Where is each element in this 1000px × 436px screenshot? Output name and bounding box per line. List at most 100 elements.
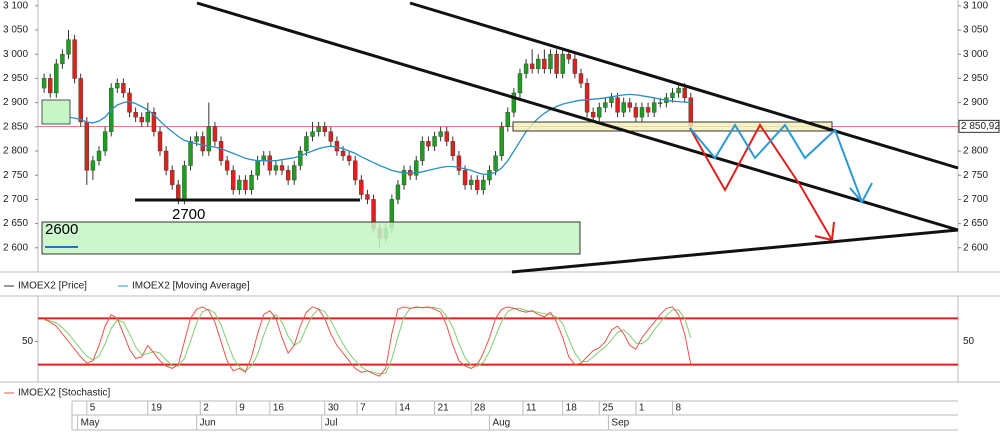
- y-tick-label: 50: [963, 336, 975, 347]
- candle-body: [66, 39, 71, 55]
- y-tick-label: 2 750: [3, 170, 28, 181]
- support-zone: [41, 221, 581, 255]
- candle-body: [54, 63, 59, 94]
- candle-body: [548, 54, 553, 69]
- x-tick-label: 8: [675, 403, 681, 414]
- trend-line: [409, 1, 959, 170]
- candle-body: [658, 102, 663, 104]
- candle-body: [560, 54, 565, 74]
- candle-body: [249, 175, 254, 190]
- y-tick-label: 50: [22, 336, 34, 347]
- x-tick-label: 19: [151, 403, 163, 414]
- candle-body: [41, 78, 47, 89]
- candle-body: [316, 126, 321, 132]
- candle-body: [633, 107, 639, 118]
- x-tick-label: 9: [239, 403, 245, 414]
- candle-body: [615, 97, 620, 113]
- candle-body: [444, 131, 449, 142]
- y-tick-label: 2 950: [3, 73, 28, 84]
- candle-body: [334, 141, 340, 152]
- candle-body: [475, 179, 480, 190]
- candle-body: [261, 155, 266, 161]
- y-tick-label: 3 050: [963, 25, 988, 36]
- candle-body: [609, 97, 614, 103]
- y-tick-label: 2 750: [963, 170, 988, 181]
- month-label: Aug: [492, 418, 510, 429]
- candle-body: [414, 160, 419, 176]
- candle-body: [84, 121, 90, 171]
- candle-body: [621, 102, 626, 113]
- x-tick-label: 14: [399, 403, 411, 414]
- candle-body: [322, 126, 327, 132]
- y-tick-label: 2 650: [3, 218, 28, 229]
- arrow-head: [849, 182, 873, 204]
- candle-body: [200, 136, 205, 152]
- candle-body: [395, 184, 401, 200]
- legend-label: IMOEX2 [Price]: [18, 281, 87, 292]
- candle-body: [639, 107, 645, 118]
- y-tick-label: 2 850: [3, 121, 28, 132]
- candle-body: [133, 112, 138, 118]
- candle-body: [237, 179, 242, 190]
- candle-body: [224, 160, 230, 171]
- x-tick-label: 11: [526, 403, 537, 414]
- candle-body: [115, 83, 120, 89]
- candle-body: [481, 179, 486, 190]
- candle-body: [48, 78, 53, 94]
- y-tick-label: 2 800: [963, 146, 988, 157]
- y-tick-label: 2 600: [963, 242, 988, 253]
- arrow-head: [814, 221, 835, 242]
- candle-body: [170, 170, 175, 186]
- legend: IMOEX2 [Price] IMOEX2 [Moving Average] I…: [4, 281, 250, 399]
- candle-body: [157, 131, 163, 152]
- candle-body: [523, 63, 529, 74]
- candle-body: [590, 112, 596, 118]
- candle-body: [487, 170, 492, 181]
- candle-body: [584, 83, 590, 113]
- y-tick-label: 2 600: [3, 242, 28, 253]
- candle-body: [670, 92, 675, 98]
- y-tick-label: 2 700: [3, 194, 28, 205]
- candle-body: [78, 78, 83, 123]
- candle-body: [438, 131, 443, 137]
- candle-body: [151, 112, 157, 132]
- candle-body: [365, 194, 370, 200]
- candle-body: [163, 150, 169, 171]
- candle-body: [72, 39, 77, 79]
- candle-body: [218, 141, 224, 161]
- legend-label: IMOEX2 [Stochastic]: [18, 388, 110, 399]
- candle-body: [505, 112, 510, 128]
- legend-label: IMOEX2 [Moving Average]: [132, 281, 250, 292]
- y-tick-label: 2 900: [3, 97, 28, 108]
- candle-body: [426, 141, 431, 147]
- candle-body: [285, 170, 291, 181]
- candle-body: [90, 160, 96, 171]
- candle-body: [566, 54, 571, 60]
- candle-body: [456, 155, 462, 171]
- support-zone: [41, 99, 71, 125]
- candle-body: [121, 83, 126, 94]
- month-label: Jul: [325, 418, 338, 429]
- candle-body: [450, 141, 456, 157]
- candle-body: [627, 102, 632, 108]
- candle-body: [346, 155, 352, 161]
- y-tick-label: 2 800: [3, 146, 28, 157]
- candle-body: [206, 126, 212, 152]
- candle-body: [231, 170, 236, 190]
- y-tick-label: 3 050: [3, 25, 28, 36]
- candle-body: [273, 165, 279, 171]
- candle-body: [298, 150, 303, 166]
- candle-body: [597, 107, 602, 118]
- candle-body: [292, 165, 297, 181]
- month-label: Sep: [611, 418, 629, 429]
- candle-body: [340, 150, 346, 157]
- candle-body: [194, 136, 199, 142]
- y-tick-label: 2 950: [963, 73, 988, 84]
- annotation-label: 2700: [172, 206, 205, 223]
- month-label: May: [81, 418, 100, 429]
- x-tick-label: 21: [438, 403, 450, 414]
- candle-body: [499, 126, 504, 157]
